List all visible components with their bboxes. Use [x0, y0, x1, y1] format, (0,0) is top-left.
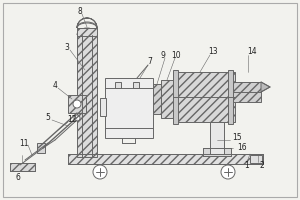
Text: 2: 2	[260, 160, 264, 170]
Bar	[68, 154, 263, 164]
Bar	[105, 78, 153, 138]
Bar	[228, 70, 233, 124]
Circle shape	[74, 115, 80, 121]
Text: 12: 12	[67, 116, 77, 124]
Text: 8: 8	[78, 6, 82, 16]
Polygon shape	[261, 82, 270, 92]
Bar	[100, 98, 106, 116]
Text: 15: 15	[232, 134, 242, 142]
Bar	[115, 82, 121, 88]
Text: 5: 5	[46, 114, 50, 122]
Bar	[203, 148, 231, 156]
Circle shape	[93, 165, 107, 179]
Text: 1: 1	[244, 160, 249, 170]
Bar	[77, 35, 97, 157]
Text: 10: 10	[171, 50, 181, 60]
Bar	[68, 95, 86, 113]
Bar	[10, 163, 35, 171]
Bar	[77, 28, 97, 36]
Bar	[153, 84, 161, 114]
Bar	[173, 70, 178, 124]
Text: 16: 16	[237, 144, 247, 152]
Bar	[250, 155, 262, 163]
Wedge shape	[77, 18, 97, 28]
Text: 13: 13	[208, 47, 218, 56]
Text: 9: 9	[160, 50, 165, 60]
Bar	[173, 72, 235, 122]
Bar	[133, 82, 139, 88]
Circle shape	[221, 165, 235, 179]
Text: 11: 11	[19, 138, 29, 148]
Text: 3: 3	[64, 43, 69, 51]
Text: 14: 14	[247, 47, 257, 56]
Bar	[37, 143, 45, 153]
Text: 4: 4	[52, 82, 57, 90]
Circle shape	[73, 100, 81, 108]
Text: 6: 6	[16, 172, 20, 182]
Text: 7: 7	[148, 58, 152, 66]
Bar	[161, 80, 173, 118]
Bar	[210, 122, 224, 154]
Bar	[233, 82, 261, 102]
